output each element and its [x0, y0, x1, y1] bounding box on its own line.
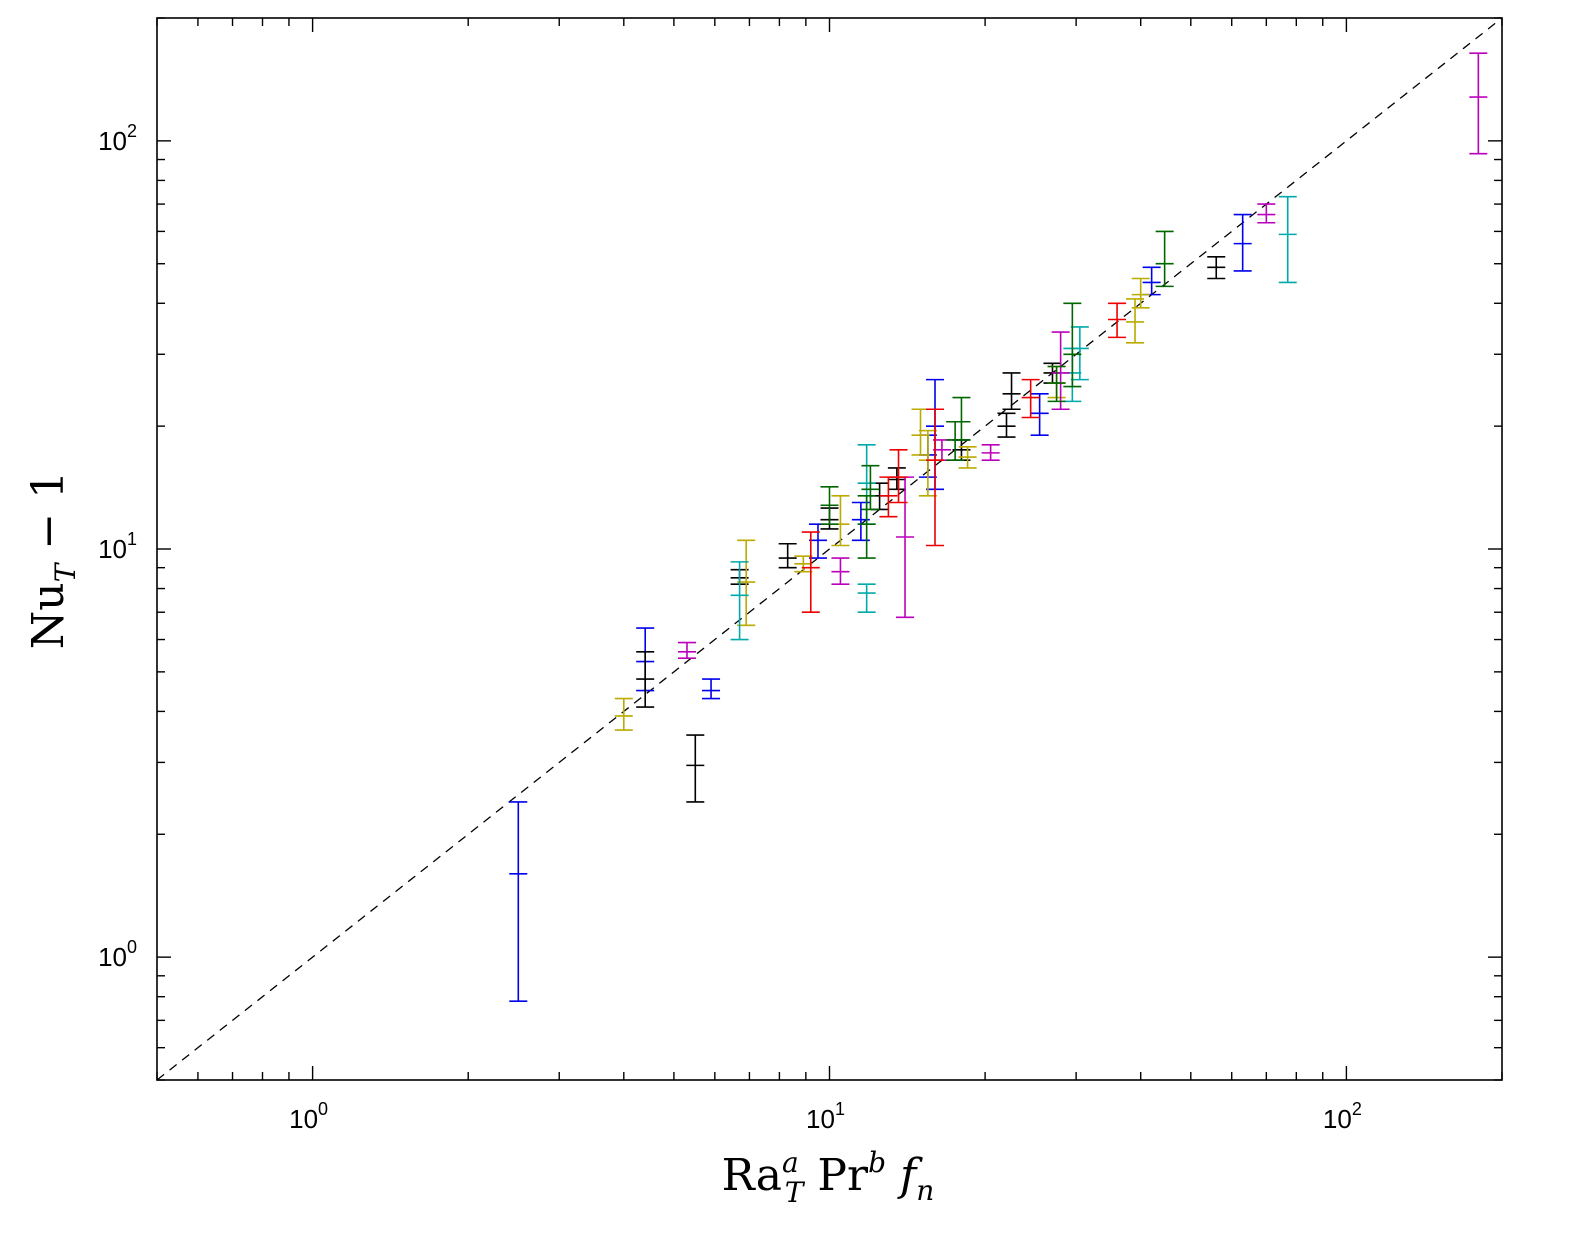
data-point-magenta-1: [831, 557, 850, 585]
data-point-green-2: [861, 464, 880, 511]
reference-line: [156, 17, 1503, 1081]
x-axis-title-main: Ra: [722, 1150, 782, 1201]
data-point-blue-7: [1030, 393, 1049, 437]
x-tick-label-exp: 1: [835, 1099, 845, 1119]
data-point-red-2: [889, 449, 908, 504]
y-tick-label: 101: [98, 529, 137, 564]
x-tick-label-base: 10: [806, 1104, 835, 1134]
data-point-blue-0: [509, 801, 528, 1002]
data-point-blue-2: [702, 678, 721, 700]
y-axis-title-sub: T: [49, 561, 82, 582]
data-point-yellow-2: [794, 555, 813, 573]
x-tick-label-exp: 2: [1352, 1099, 1362, 1119]
y-axis-title: NuT − 1: [23, 471, 82, 649]
data-point-magenta-7: [1469, 52, 1488, 155]
data-point-cyan-0: [730, 561, 749, 641]
data-point-black-9: [1002, 372, 1021, 411]
data-point-yellow-5: [911, 408, 930, 456]
y-tick-label-base: 10: [98, 534, 127, 564]
y-axis-title-main: Nu: [23, 582, 74, 649]
data-point-red-0: [801, 531, 820, 614]
x-axis-title-sub: T: [785, 1176, 806, 1209]
x-tick-label-base: 10: [289, 1104, 318, 1134]
data-point-red-3: [926, 408, 945, 547]
y-tick-label: 100: [98, 937, 137, 972]
data-point-green-7: [1155, 230, 1174, 288]
y-tick-label-base: 10: [98, 942, 127, 972]
data-point-yellow-6: [958, 445, 977, 469]
data-point-magenta-0: [677, 641, 696, 660]
y-tick-label-exp: 0: [127, 937, 137, 957]
data-point-blue-8: [1142, 266, 1161, 296]
data-point-yellow-3: [831, 495, 850, 547]
y-tick-label-exp: 1: [127, 529, 137, 549]
y-axis-title-suffix: − 1: [23, 471, 74, 564]
data-point-black-3: [778, 542, 797, 569]
data-point-blue-9: [1233, 213, 1252, 272]
x-tick-label: 101: [806, 1099, 845, 1134]
data-layer: [509, 52, 1488, 1002]
data-point-black-0: [636, 650, 655, 708]
reference-line-layer: [156, 17, 1503, 1081]
x-tick-label-base: 10: [1323, 1104, 1352, 1134]
data-point-black-8: [997, 412, 1016, 438]
data-point-cyan-1: [857, 583, 876, 614]
data-point-black-11: [1207, 255, 1226, 280]
x-axis-title-main2: Pr: [817, 1150, 869, 1201]
x-axis-title-sup: a: [782, 1146, 799, 1179]
data-point-cyan-4: [1070, 326, 1089, 381]
data-point-magenta-6: [1257, 203, 1276, 224]
x-tick-label: 100: [289, 1099, 328, 1134]
y-tick-label: 102: [98, 121, 137, 156]
data-point-black-1: [686, 734, 705, 803]
data-point-yellow-9: [1131, 277, 1150, 309]
data-point-magenta-4: [981, 444, 1000, 462]
data-point-black-6: [887, 467, 906, 491]
data-point-red-5: [1108, 302, 1127, 339]
x-axis-title-italic-sub: n: [916, 1174, 934, 1207]
y-tick-label-exp: 2: [127, 121, 137, 141]
x-tick-label-exp: 0: [318, 1099, 328, 1119]
data-point-red-4: [1021, 378, 1040, 419]
data-point-cyan-5: [1278, 195, 1297, 284]
data-point-green-5: [1047, 365, 1066, 403]
data-point-yellow-0: [614, 697, 633, 731]
x-axis-title-sup2: b: [868, 1146, 886, 1179]
data-point-magenta-5: [1051, 331, 1070, 411]
data-point-green-0: [820, 486, 839, 526]
x-axis-title: Raa T Prb fn: [722, 1146, 935, 1209]
data-point-green-4: [952, 396, 971, 441]
data-point-green-6: [1063, 302, 1082, 388]
data-point-green-1: [857, 495, 876, 559]
data-point-yellow-8: [1126, 298, 1145, 344]
x-tick-label: 102: [1323, 1099, 1362, 1134]
y-tick-label-base: 10: [98, 126, 127, 156]
